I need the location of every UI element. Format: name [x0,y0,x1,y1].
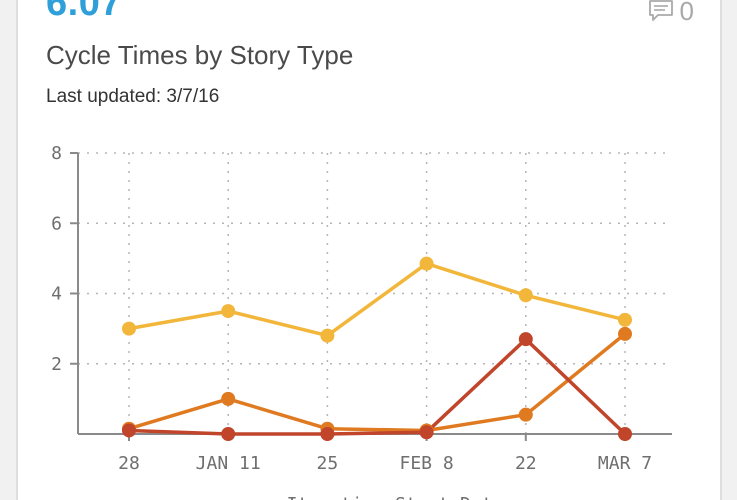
series-1-point [221,304,236,319]
series-2-point [618,326,632,341]
x-tick-label: 28 [118,453,140,474]
last-updated: Last updated: 3/7/16 [46,86,220,107]
x-tick-label: 22 [515,453,537,474]
series-1-point [518,288,533,303]
comment-count: 0 [679,0,694,26]
y-tick-label: 6 [51,213,62,234]
series-line-2 [127,332,627,433]
series-2-point [221,391,236,406]
metric-value: 6.07 [46,0,122,24]
y-tick-label: 8 [51,143,62,164]
series-2-point [518,407,533,422]
series-1-point [419,256,434,271]
series-3-point [221,427,236,441]
series-1-point [122,321,136,336]
series-3-point [618,427,632,441]
x-tick-label: FEB 8 [400,453,454,474]
chart-title: Cycle Times by Story Type [46,40,354,70]
series-3-point [419,425,434,440]
x-axis-label: Iteration Start Date [287,494,504,500]
comment-bubble-icon [648,0,674,23]
series-1-point [618,312,632,327]
x-tick-label: JAN 11 [196,453,261,474]
x-tick-label: 25 [317,453,339,474]
x-tick-label: MAR 7 [598,453,652,474]
chart-card: 6.07 0 Cycle Times by Story Type Last up… [16,0,722,500]
y-tick-label: 2 [51,354,62,375]
y-tick-label: 4 [51,284,62,305]
series-3-point [320,427,335,441]
series-line-1 [127,261,627,338]
series-line-3 [127,337,627,436]
comment-button[interactable]: 0 [648,0,694,24]
series-3-point [518,332,533,347]
series-3-point [122,423,136,438]
series-1-point [320,328,335,343]
